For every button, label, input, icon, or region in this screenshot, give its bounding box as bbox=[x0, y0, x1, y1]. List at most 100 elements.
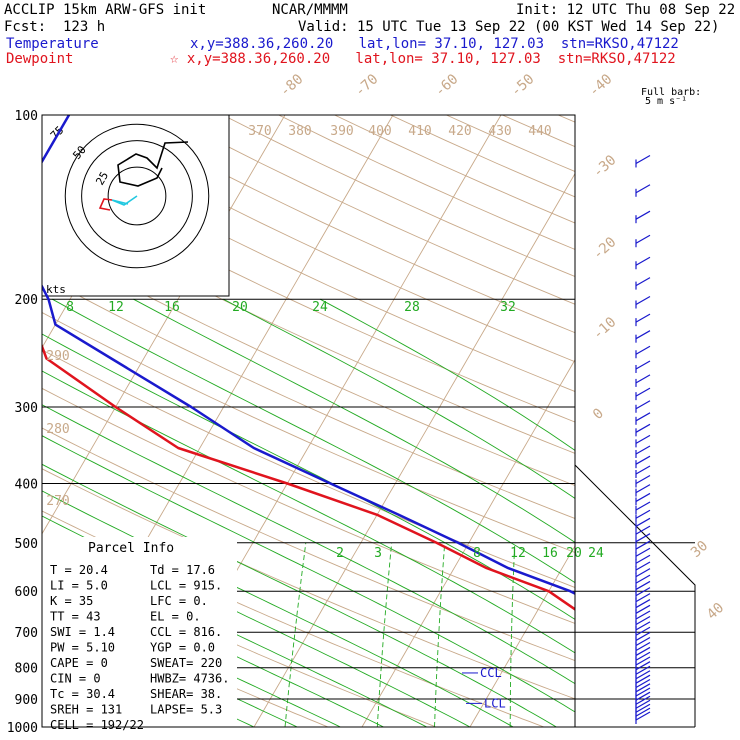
pressure-tick-label: 1000 bbox=[7, 721, 38, 736]
mixing-ratio-label: 8 bbox=[473, 546, 481, 561]
dry-adiabat-line bbox=[42, 240, 575, 486]
hodograph-ring bbox=[107, 166, 167, 226]
wind-barb-flag bbox=[635, 492, 651, 502]
hodograph-ring bbox=[64, 123, 210, 269]
mixing-ratio-label: 20 bbox=[566, 546, 582, 561]
theta-label: 400 bbox=[368, 124, 391, 139]
wind-barb-flag bbox=[635, 423, 651, 433]
wind-barb-flag bbox=[635, 345, 651, 355]
wind-barb-flag bbox=[635, 154, 651, 164]
pressure-tick-label: 800 bbox=[15, 662, 38, 677]
mixing-ratio-label: 8 bbox=[66, 300, 74, 315]
mixing-ratio-line bbox=[724, 543, 737, 727]
dry-adiabat-line bbox=[42, 312, 575, 553]
wind-barb-flag bbox=[635, 656, 651, 666]
model-title: ACCLIP 15km ARW-GFS init bbox=[4, 2, 207, 18]
dry-adiabat-line bbox=[446, 115, 575, 173]
wind-barb-flag bbox=[635, 445, 651, 455]
barb-note: Full barb: bbox=[641, 87, 701, 98]
wind-barb-flag bbox=[635, 484, 651, 494]
temperature-legend: Temperature bbox=[6, 36, 99, 52]
wind-barb-flag bbox=[635, 646, 651, 656]
wind-barb-flag bbox=[635, 711, 651, 721]
wind-barb-flag bbox=[635, 465, 651, 475]
theta-label: 430 bbox=[488, 124, 511, 139]
isotherm-line bbox=[42, 115, 286, 535]
wind-barb-flag bbox=[635, 699, 651, 709]
isotherm-label: -20 bbox=[590, 234, 620, 263]
parcel-info-label: CELL = 192/22 bbox=[50, 718, 144, 732]
mixing-ratio-label: 28 bbox=[404, 300, 420, 315]
wind-barb-flag bbox=[635, 184, 651, 194]
dry-adiabat-line bbox=[222, 115, 575, 278]
wind-barb-flag bbox=[635, 400, 651, 410]
wind-barb-flag bbox=[635, 615, 651, 626]
mixing-ratio-label: 16 bbox=[542, 546, 558, 561]
theta-label: 380 bbox=[288, 124, 311, 139]
wind-barb-flag bbox=[635, 674, 651, 684]
wind-barb-flag bbox=[635, 580, 651, 590]
parcel-info-label: SWI = 1.4 bbox=[50, 625, 115, 639]
parcel-info-box bbox=[42, 537, 237, 727]
temperature-location: x,y=388.36,260.20 lat,lon= 37.10, 127.03… bbox=[190, 36, 679, 52]
hodograph-ring-label: 25 bbox=[93, 170, 111, 188]
mixing-ratio-label: 24 bbox=[588, 546, 604, 561]
parcel-info-value: CCL = 816. bbox=[150, 625, 222, 639]
dry-adiabat-line bbox=[42, 275, 575, 519]
wind-barb-flag bbox=[635, 234, 651, 244]
wind-barb-flag bbox=[635, 695, 651, 705]
dry-adiabat-line bbox=[334, 115, 575, 224]
barb-note-units: 5 m s⁻¹ bbox=[645, 96, 687, 107]
theta-label: 410 bbox=[408, 124, 431, 139]
pressure-tick-label: 600 bbox=[15, 585, 38, 600]
wind-barb-flag bbox=[635, 707, 651, 717]
wind-barb-flag bbox=[635, 604, 651, 614]
moist-adiabat-line bbox=[319, 298, 575, 451]
wind-barb-flag bbox=[635, 509, 651, 519]
wind-barb-flag bbox=[635, 691, 651, 701]
source-label: NCAR/MMMM bbox=[272, 2, 348, 18]
parcel-info-value: LCL = 915. bbox=[150, 579, 222, 593]
parcel-info-value: SWEAT= 220 bbox=[150, 656, 222, 670]
isotherm-label: -50 bbox=[508, 71, 538, 100]
parcel-info-label: T = 20.4 bbox=[50, 563, 108, 577]
isotherm-label: -30 bbox=[590, 152, 620, 181]
hodograph-ring bbox=[81, 140, 193, 252]
dry-adiabat-line bbox=[42, 171, 575, 423]
theta-label: 370 bbox=[248, 124, 271, 139]
lcl-label: LCL bbox=[484, 696, 506, 710]
dewpoint-profile bbox=[42, 342, 575, 611]
mixing-ratio-label: 16 bbox=[164, 300, 180, 315]
isotherm-line bbox=[253, 172, 575, 727]
isotherm-label: 30 bbox=[688, 538, 711, 561]
dry-adiabat-line bbox=[54, 115, 575, 363]
wind-barb-flag bbox=[635, 610, 651, 620]
wind-barb-flag bbox=[635, 295, 651, 306]
mixing-ratio-line bbox=[284, 542, 307, 727]
dry-adiabat-line bbox=[558, 115, 575, 123]
wind-barb-flag bbox=[635, 599, 651, 609]
moist-adiabat-line bbox=[133, 298, 575, 544]
wind-barb-flag bbox=[635, 474, 651, 484]
isotherm-line bbox=[469, 545, 575, 727]
theta-label: 390 bbox=[330, 124, 353, 139]
wind-barb-flag bbox=[635, 587, 651, 597]
wind-barb-flag bbox=[635, 210, 651, 220]
parcel-info-label: K = 35 bbox=[50, 594, 93, 608]
valid-time: Valid: 15 UTC Tue 13 Sep 22 (00 KST Wed … bbox=[298, 19, 720, 35]
moist-adiabat-line bbox=[223, 298, 575, 499]
wind-barb-flag bbox=[635, 683, 651, 693]
wind-barb-flag bbox=[635, 661, 651, 671]
parcel-info-title: Parcel Info bbox=[88, 541, 174, 556]
pressure-tick-label: 100 bbox=[15, 109, 38, 124]
parcel-info-value: Td = 17.6 bbox=[150, 563, 215, 577]
wind-barb-flag bbox=[635, 412, 651, 422]
moist-adiabat-line bbox=[52, 298, 575, 584]
pressure-tick-label: 300 bbox=[15, 401, 38, 416]
wind-barb-flag bbox=[635, 277, 651, 287]
wind-barb-flag bbox=[635, 540, 651, 550]
dry-adiabat-line bbox=[166, 115, 575, 305]
wind-barb-flag bbox=[635, 703, 651, 713]
dry-adiabat-line bbox=[614, 115, 740, 727]
mixing-ratio-line bbox=[434, 542, 446, 727]
